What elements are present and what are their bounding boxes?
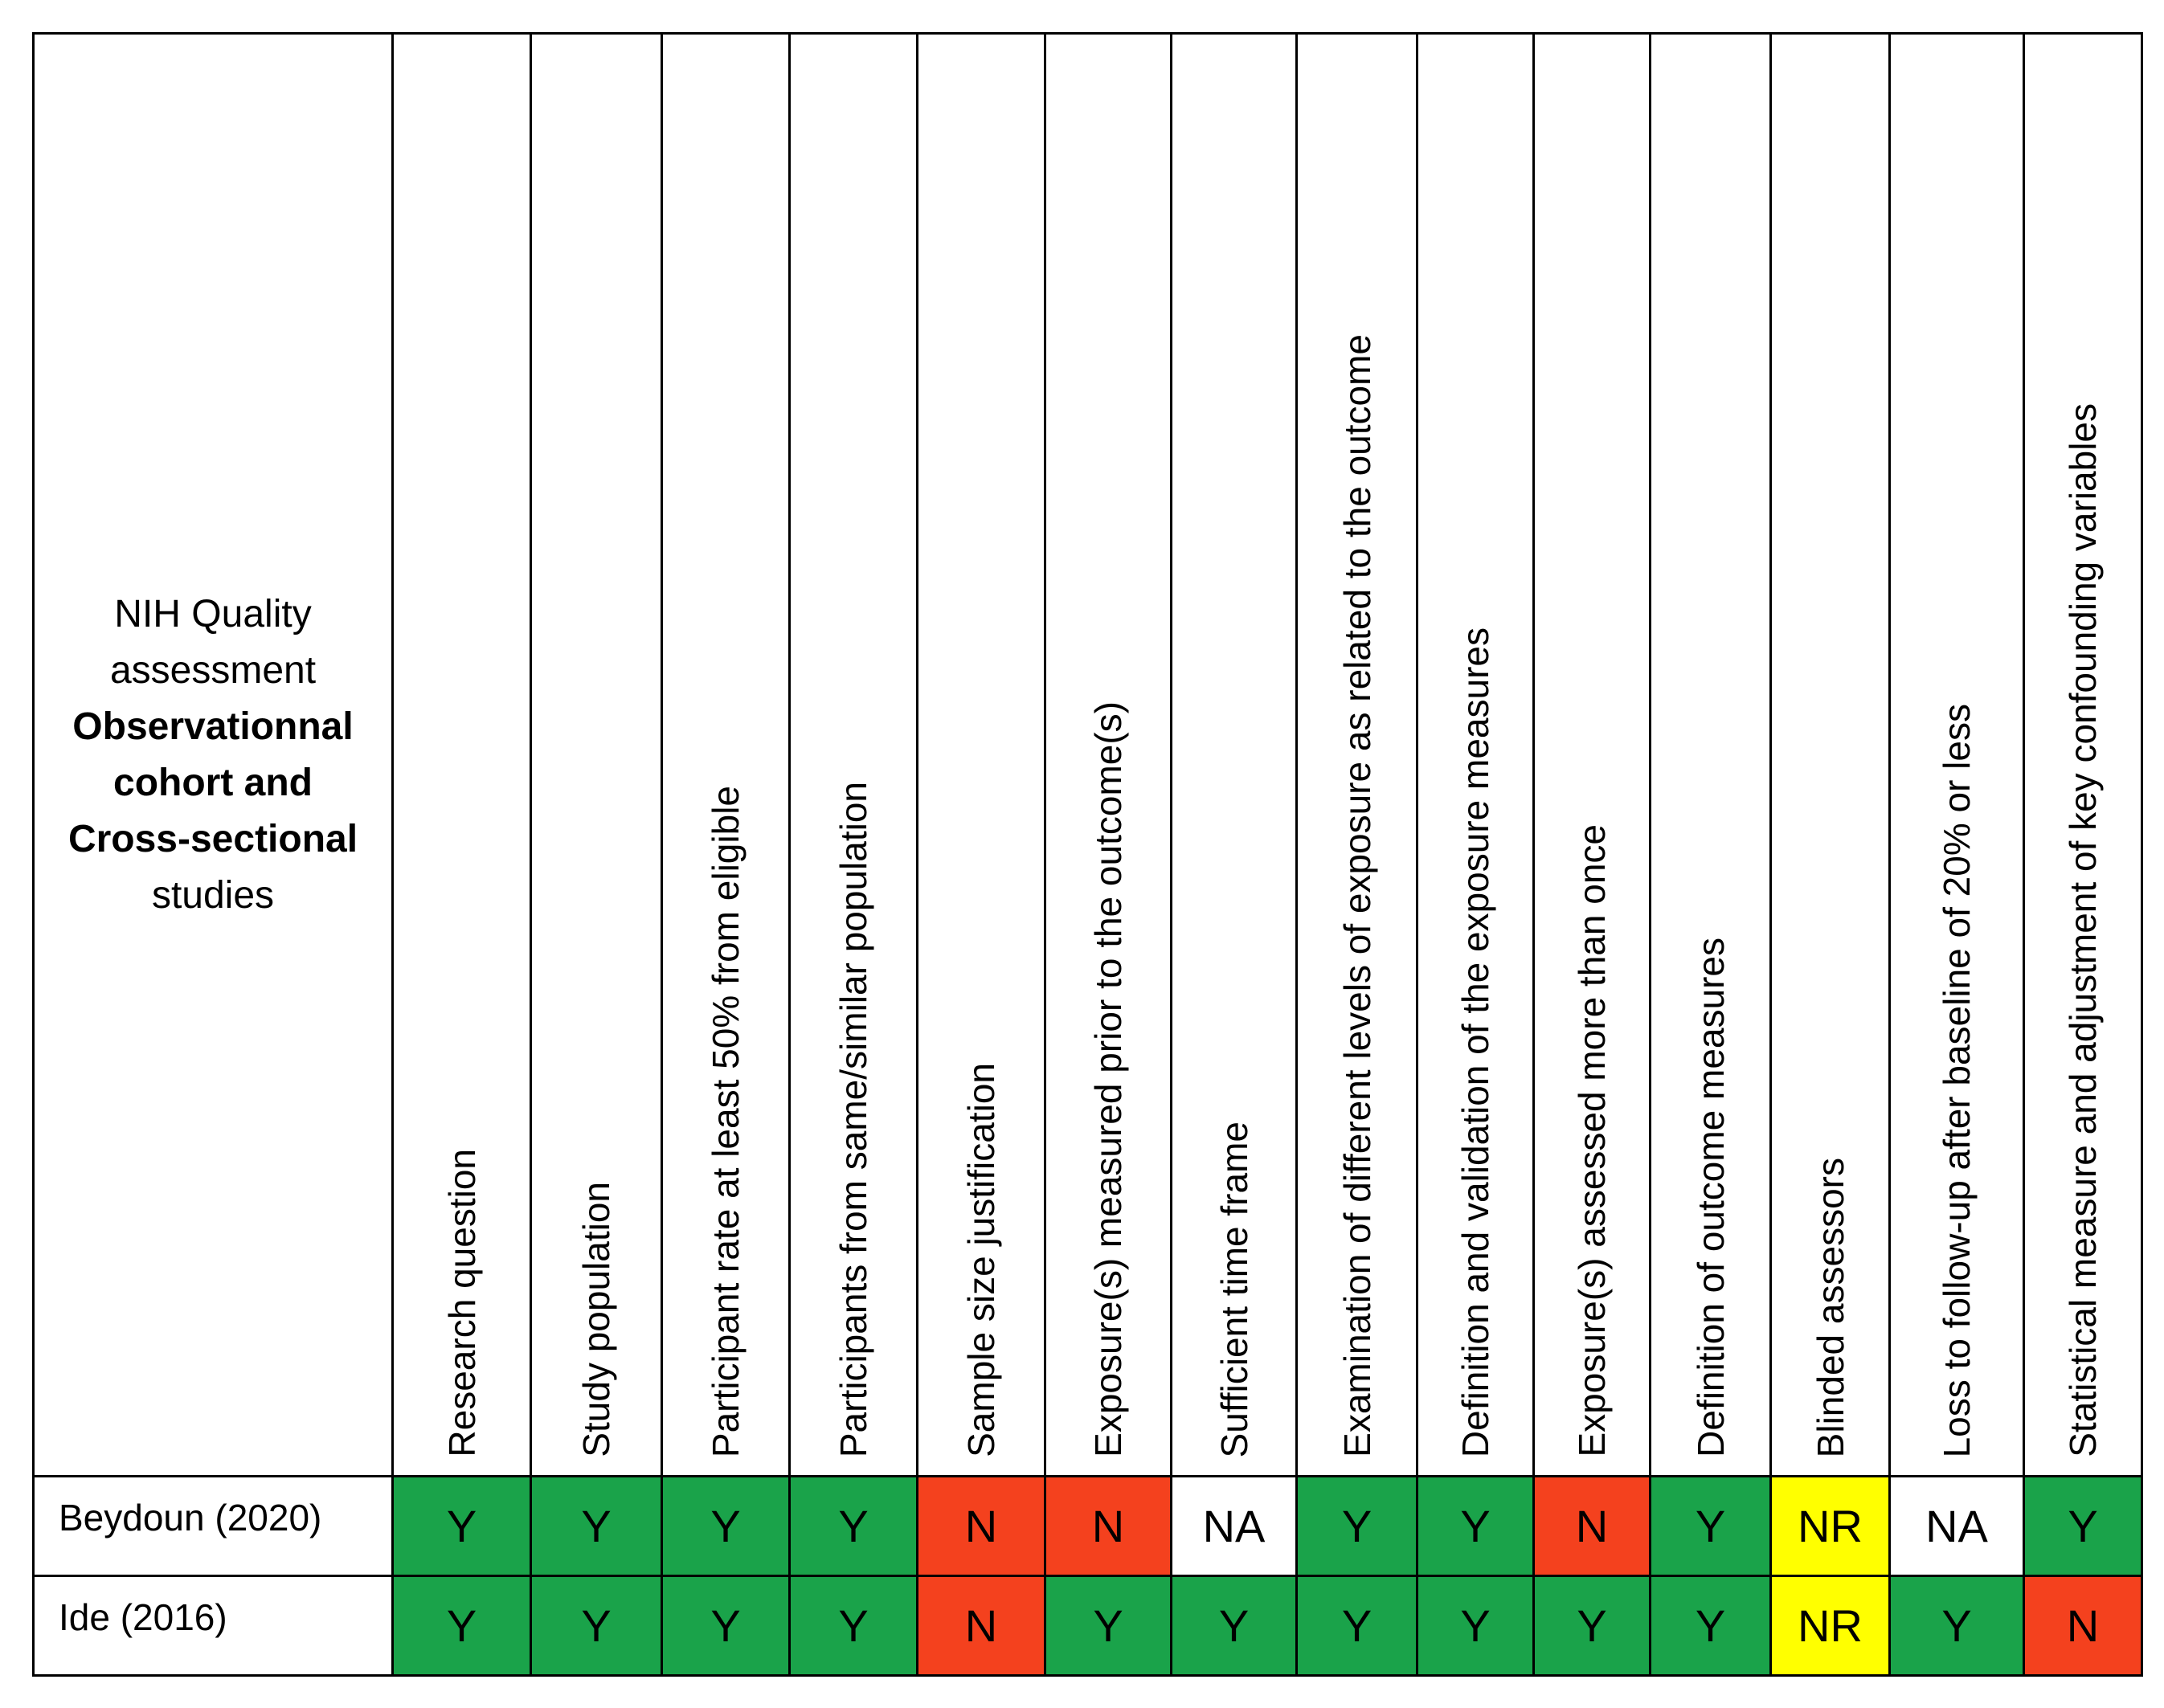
rating-cell: Y [1170, 1575, 1298, 1677]
column-header: Definition of outcome measures [1649, 32, 1772, 1477]
column-header-label: Study population [575, 1182, 617, 1457]
quality-assessment-table: NIH Quality assessment Observationnal co… [32, 32, 2143, 1677]
column-header: Examination of different levels of expos… [1295, 32, 1418, 1477]
rating-cell: Y [1532, 1575, 1651, 1677]
column-header-label: Research question [440, 1149, 483, 1457]
rating-cell: Y [661, 1575, 791, 1677]
rating-cell: Y [530, 1575, 663, 1677]
column-header: Blinded assessors [1769, 32, 1891, 1477]
rating-cell: Y [1649, 1475, 1772, 1577]
rating-cell: N [1044, 1475, 1172, 1577]
column-header-label: Loss to follow-up after baseline of 20% … [1936, 703, 1978, 1457]
column-header-label: Definition and validation of the exposur… [1454, 627, 1496, 1457]
rating-cell: NA [1170, 1475, 1298, 1577]
table-row: Beydoun (2020) Y Y Y Y N N NA Y Y N Y NR… [32, 1475, 2143, 1577]
rating-cell: NR [1769, 1475, 1891, 1577]
column-header-label: Exposure(s) assessed more than once [1571, 824, 1613, 1457]
rating-cell: Y [661, 1475, 791, 1577]
header-row: NIH Quality assessment Observationnal co… [32, 32, 2143, 1477]
column-header: Study population [530, 32, 663, 1477]
column-header: Research question [391, 32, 532, 1477]
title-line: studies [151, 873, 275, 917]
title-line: Cross-sectional [67, 817, 358, 860]
rating-cell: Y [1295, 1575, 1418, 1677]
study-name: Ide (2016) [32, 1575, 394, 1677]
column-header-label: Definition of outcome measures [1689, 938, 1732, 1457]
rating-cell: N [1532, 1475, 1651, 1577]
title-line: cohort and [113, 761, 313, 804]
rating-cell: N [2023, 1575, 2143, 1677]
title-line: Observationnal [72, 705, 354, 748]
column-header-label: Statistical measure and adjustment of ke… [2062, 403, 2104, 1457]
table-title: NIH Quality assessment Observationnal co… [32, 32, 394, 1477]
column-header-label: Participants from same/similar populatio… [832, 781, 874, 1457]
rating-cell: Y [1649, 1575, 1772, 1677]
column-header-label: Sample size justification [960, 1063, 1002, 1457]
rating-cell: NA [1888, 1475, 2025, 1577]
rating-cell: Y [391, 1475, 532, 1577]
column-header: Exposure(s) assessed more than once [1532, 32, 1651, 1477]
rating-cell: Y [1295, 1475, 1418, 1577]
title-line: assessment [109, 648, 317, 692]
column-header-label: Participant rate at least 50% from eligi… [705, 785, 747, 1457]
column-header-label: Examination of different levels of expos… [1336, 334, 1378, 1457]
rating-cell: Y [788, 1475, 918, 1577]
column-header: Participants from same/similar populatio… [788, 32, 918, 1477]
column-header: Sufficient time frame [1170, 32, 1298, 1477]
table-row: Ide (2016) Y Y Y Y N Y Y Y Y Y Y NR Y N [32, 1575, 2143, 1677]
column-header-label: Exposure(s) measured prior to the outcom… [1087, 701, 1129, 1457]
rating-cell: Y [1888, 1575, 2025, 1677]
column-header: Loss to follow-up after baseline of 20% … [1888, 32, 2025, 1477]
rating-cell: N [916, 1575, 1046, 1677]
rating-cell: Y [391, 1575, 532, 1677]
rating-cell: NR [1769, 1575, 1891, 1677]
rating-cell: N [916, 1475, 1046, 1577]
column-header: Sample size justification [916, 32, 1046, 1477]
rating-cell: Y [530, 1475, 663, 1577]
study-name: Beydoun (2020) [32, 1475, 394, 1577]
column-header: Statistical measure and adjustment of ke… [2023, 32, 2143, 1477]
title-line: NIH Quality [114, 592, 312, 635]
rating-cell: Y [1044, 1575, 1172, 1677]
rating-cell: Y [2023, 1475, 2143, 1577]
rating-cell: Y [788, 1575, 918, 1677]
column-header: Exposure(s) measured prior to the outcom… [1044, 32, 1172, 1477]
rating-cell: Y [1416, 1475, 1535, 1577]
column-header-label: Sufficient time frame [1213, 1121, 1255, 1457]
column-header: Definition and validation of the exposur… [1416, 32, 1535, 1477]
column-header-label: Blinded assessors [1809, 1157, 1851, 1457]
column-header: Participant rate at least 50% from eligi… [661, 32, 791, 1477]
rating-cell: Y [1416, 1575, 1535, 1677]
